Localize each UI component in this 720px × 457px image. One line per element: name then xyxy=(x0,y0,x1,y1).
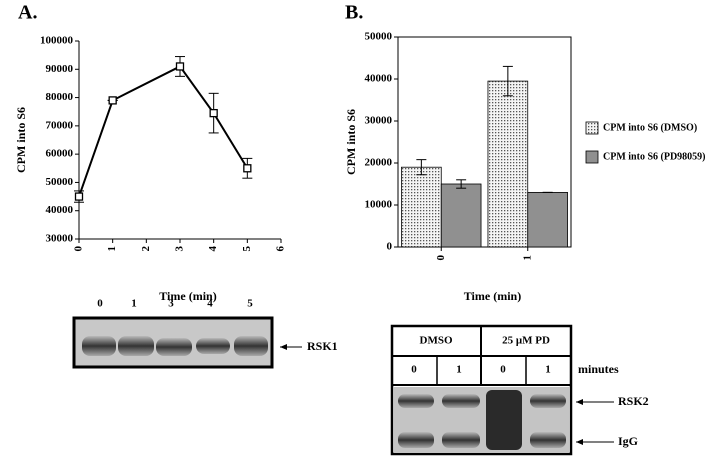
y-tick-label: 50000 xyxy=(46,176,74,188)
treatment: DMSO xyxy=(420,335,453,347)
lane-label: 0 xyxy=(97,298,103,310)
panel-label: A. xyxy=(18,2,37,24)
bar xyxy=(401,166,442,248)
time: 1 xyxy=(545,364,551,376)
y-tick-label: 100000 xyxy=(40,35,74,47)
band xyxy=(156,338,192,356)
bar xyxy=(440,183,482,248)
arrow-head xyxy=(576,399,583,405)
marker xyxy=(243,164,252,173)
y-tick-label: 30000 xyxy=(365,115,393,127)
y-tick-label: 10000 xyxy=(365,199,393,211)
y-tick-label: 40000 xyxy=(46,204,74,216)
x-axis-label: Time (min) xyxy=(159,289,216,303)
band xyxy=(530,394,566,408)
time: 1 xyxy=(456,364,462,376)
time: 0 xyxy=(500,364,506,376)
x-tick-label: 2 xyxy=(140,246,152,252)
legend-swatch xyxy=(585,150,599,164)
marker xyxy=(209,108,218,118)
band xyxy=(486,390,522,450)
band xyxy=(530,432,566,448)
lane-label: 3 xyxy=(168,298,174,310)
marker xyxy=(74,192,84,201)
x-tick-label: 0 xyxy=(435,255,447,261)
x-tick-label: 3 xyxy=(174,246,186,252)
y-tick-label: 60000 xyxy=(46,148,74,160)
band xyxy=(82,336,116,356)
panel-label: B. xyxy=(345,2,363,24)
x-tick-label: 5 xyxy=(241,246,253,252)
arrow-head xyxy=(576,439,583,445)
y-tick-label: 50000 xyxy=(365,31,393,43)
band-label: RSK1 xyxy=(307,339,338,353)
y-tick-label: 70000 xyxy=(46,119,74,131)
x-tick-label: 6 xyxy=(275,246,287,252)
bar xyxy=(487,80,529,248)
x-tick-label: 0 xyxy=(73,246,85,252)
y-axis-label: CPM into S6 xyxy=(14,107,28,173)
band xyxy=(442,394,480,408)
bar xyxy=(527,191,568,248)
band-label: RSK2 xyxy=(618,394,649,408)
y-tick-label: 20000 xyxy=(365,157,393,169)
marker xyxy=(175,62,185,71)
legend-label: CPM into S6 (PD98059) xyxy=(603,151,706,162)
y-tick-label: 80000 xyxy=(46,91,74,103)
band xyxy=(234,336,268,356)
row-label: minutes xyxy=(578,362,619,376)
data-line xyxy=(78,65,249,197)
x-axis-label: Time (min) xyxy=(464,289,521,303)
x-tick-label: 1 xyxy=(521,255,533,261)
time: 0 xyxy=(411,364,417,376)
band-label: IgG xyxy=(618,434,638,448)
arrow-head xyxy=(280,344,287,350)
band xyxy=(196,338,230,354)
x-tick-label: 1 xyxy=(106,246,118,252)
y-tick-label: 30000 xyxy=(46,233,74,245)
blots: 0 1 3 4 5 RSK1 DMSO 25 μM PD 0 1 0 1 min… xyxy=(72,298,649,456)
legend-swatch xyxy=(585,121,599,135)
y-tick-label: 90000 xyxy=(46,63,74,75)
treatment: 25 μM PD xyxy=(502,335,550,347)
marker xyxy=(108,96,117,105)
band xyxy=(118,336,154,356)
lane-label: 1 xyxy=(131,298,137,310)
lane-label: 4 xyxy=(207,298,213,310)
plot-frame xyxy=(397,36,572,248)
lane-label: 5 xyxy=(247,298,253,310)
y-tick-label: 40000 xyxy=(365,73,393,85)
x-tick-label: 4 xyxy=(207,246,219,252)
band xyxy=(398,432,434,448)
y-tick-label: 0 xyxy=(387,241,393,253)
y-axis-label: CPM into S6 xyxy=(344,109,358,175)
legend-label: CPM into S6 (DMSO) xyxy=(603,122,697,133)
band xyxy=(398,394,434,408)
band xyxy=(442,432,480,448)
